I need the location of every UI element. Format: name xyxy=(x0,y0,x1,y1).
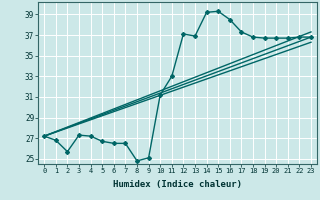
X-axis label: Humidex (Indice chaleur): Humidex (Indice chaleur) xyxy=(113,180,242,189)
